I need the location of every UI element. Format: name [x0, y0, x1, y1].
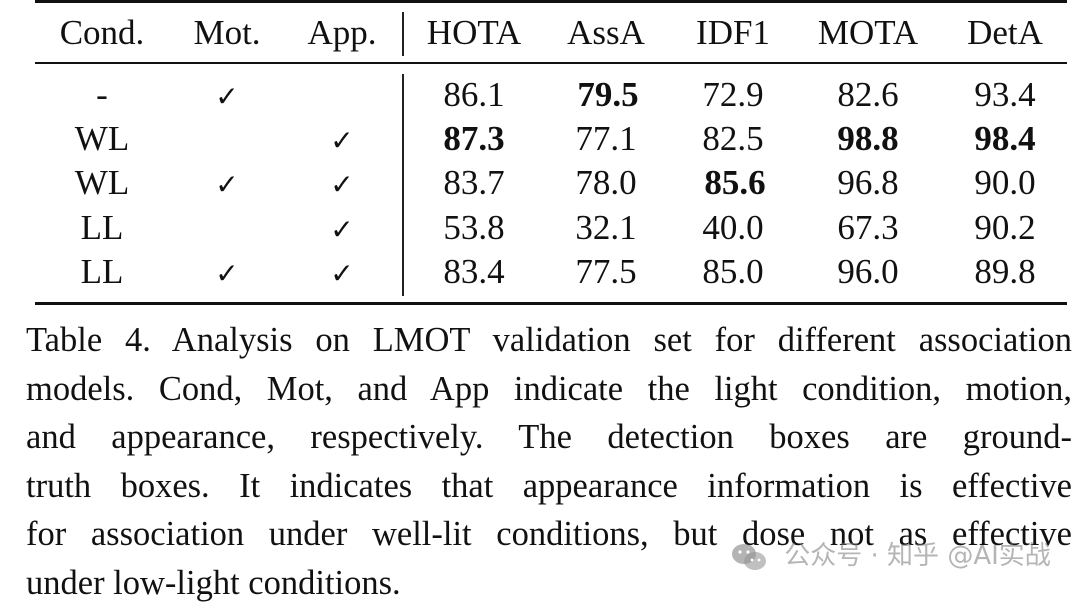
column-divider [402, 74, 404, 296]
column-divider [402, 12, 404, 56]
cell-mota: 82.6 [837, 75, 898, 115]
cell-deta: 98.4 [974, 119, 1035, 159]
cell-cond: WL [75, 163, 129, 203]
watermark-text: 公众号 · 知乎 @AI实战 [784, 541, 1051, 571]
col-header-idf1: IDF1 [696, 13, 770, 53]
check-icon: ✓ [215, 165, 238, 205]
check-icon: ✓ [330, 254, 353, 294]
table-mid-rule [35, 62, 1067, 64]
cell-mota: 98.8 [837, 119, 898, 159]
check-icon: ✓ [330, 210, 353, 250]
cell-cond: LL [81, 208, 124, 248]
caption-line: models. Cond, Mot, and App indicate the … [26, 365, 1072, 414]
cell-deta: 93.4 [974, 75, 1035, 115]
cell-deta: 90.2 [974, 208, 1035, 248]
wechat-icon [730, 542, 768, 572]
col-header-cond: Cond. [60, 13, 145, 53]
cell-hota: 86.1 [443, 75, 504, 115]
check-icon: ✓ [215, 77, 238, 117]
cell-mota: 67.3 [837, 208, 898, 248]
check-icon: ✓ [330, 165, 353, 205]
cell-hota: 53.8 [443, 208, 504, 248]
cell-idf1: 40.0 [702, 208, 763, 248]
cell-idf1: 85.0 [702, 252, 763, 292]
cell-idf1: 82.5 [702, 119, 763, 159]
cell-assa: 78.0 [575, 163, 636, 203]
cell-deta: 90.0 [974, 163, 1035, 203]
cell-hota: 87.3 [443, 119, 504, 159]
cell-assa: 77.5 [575, 252, 636, 292]
cell-deta: 89.8 [974, 252, 1035, 292]
caption-line: and appearance, respectively. The detect… [26, 413, 1072, 462]
cell-idf1: 72.9 [702, 75, 763, 115]
caption-line: Table 4. Analysis on LMOT validation set… [26, 316, 1072, 365]
col-header-mota: MOTA [818, 13, 918, 53]
col-header-mot: Mot. [193, 13, 260, 53]
cell-assa: 32.1 [575, 208, 636, 248]
cell-mota: 96.0 [837, 252, 898, 292]
cell-idf1: 85.6 [704, 163, 765, 203]
col-header-assa: AssA [567, 13, 645, 53]
cell-cond: WL [75, 119, 129, 159]
cell-hota: 83.4 [443, 252, 504, 292]
cell-cond: LL [81, 252, 124, 292]
col-header-app: App. [307, 13, 376, 53]
cell-cond: - [96, 75, 108, 115]
table-bottom-rule [35, 302, 1067, 305]
watermark: 公众号 · 知乎 @AI实战 [730, 535, 1051, 572]
check-icon: ✓ [330, 121, 353, 161]
col-header-hota: HOTA [427, 13, 521, 53]
cell-mota: 96.8 [837, 163, 898, 203]
col-header-deta: DetA [967, 13, 1043, 53]
cell-hota: 83.7 [443, 163, 504, 203]
check-icon: ✓ [215, 254, 238, 294]
caption-line: truth boxes. It indicates that appearanc… [26, 462, 1072, 511]
table-top-rule [35, 0, 1067, 3]
cell-assa: 77.1 [575, 119, 636, 159]
cell-assa: 79.5 [577, 75, 638, 115]
